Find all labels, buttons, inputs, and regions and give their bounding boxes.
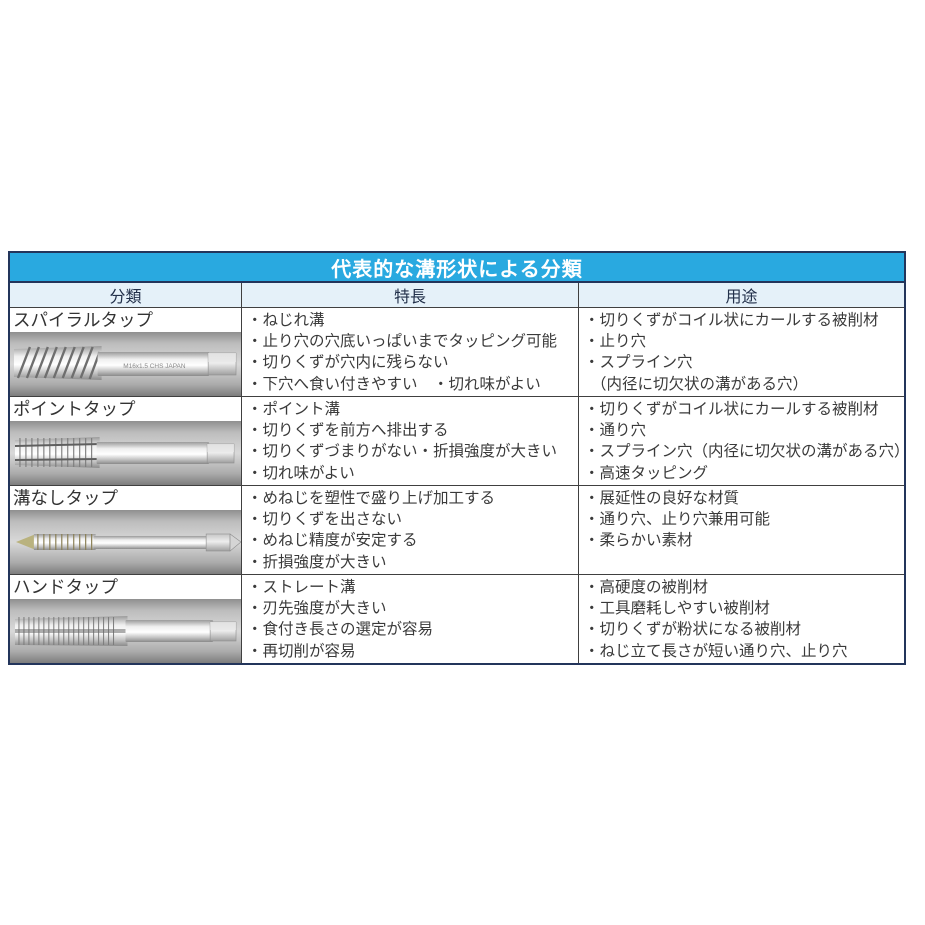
feature-item: ・再切削が容易 (247, 642, 356, 660)
feature-item: ・ねじれ溝 (247, 312, 325, 329)
row-label: ハンドタップ (13, 577, 118, 597)
table-row-fluteless-tap: 溝なしタップ ・めねじを塑性で盛り上げ加工する ・切りくずを出さない (10, 486, 904, 575)
row-label: スパイラルタップ (13, 310, 153, 330)
use-item: ・スプライン穴 (584, 354, 693, 372)
fluteless-tap-photo (10, 510, 241, 574)
table-row-point-tap: ポイントタップ ・ポイン (10, 397, 904, 486)
uses-cell: ・展延性の良好な材質 ・通り穴、止り穴兼用可能 ・柔らかい素材 (579, 486, 904, 574)
table-title-bar: 代表的な溝形状による分類 (10, 253, 904, 283)
features-cell: ・ねじれ溝 ・止り穴の穴底いっぱいまでタッピング可能 ・切りくずが穴内に残らない… (242, 308, 579, 396)
classification-cell: 溝なしタップ (10, 486, 242, 574)
feature-item: ・ポイント溝 (247, 401, 341, 418)
use-item: ・高硬度の被削材 (584, 579, 709, 596)
feature-item: ・切りくずづまりがない・折損強度が大きい (247, 443, 558, 461)
header-uses: 用途 (725, 289, 758, 306)
table-title: 代表的な溝形状による分類 (331, 258, 583, 281)
uses-cell: ・切りくずがコイル状にカールする被削材 ・止り穴 ・スプライン穴 （内径に切欠状… (579, 308, 904, 396)
use-item: ・工具磨耗しやすい被削材 (584, 600, 770, 618)
feature-item: ・折損強度が大きい (247, 553, 387, 571)
use-item: ・切りくずがコイル状にカールする被削材 (584, 401, 879, 418)
classification-cell: ポイントタップ (10, 397, 242, 485)
spiral-tap-photo: M16x1.5 CHS JAPAN (10, 332, 241, 396)
use-item: ・切りくずが粉状になる被削材 (584, 621, 802, 639)
feature-item: ・切りくずが穴内に残らない (247, 354, 449, 372)
use-item: ・通り穴 (584, 422, 647, 440)
feature-item: ・めねじを塑性で盛り上げ加工する (247, 490, 496, 507)
use-item: ・展延性の良好な材質 (584, 490, 740, 507)
feature-item: ・下穴へ食い付きやすい ・切れ味がよい (247, 375, 541, 393)
use-item: （内径に切欠状の溝がある穴） (591, 375, 809, 393)
feature-item: ・ストレート溝 (247, 579, 356, 596)
use-item: ・切りくずがコイル状にカールする被削材 (584, 312, 879, 329)
row-label: ポイントタップ (13, 399, 136, 419)
feature-item: ・食付き長さの選定が容易 (247, 621, 434, 639)
point-tap-photo (10, 421, 241, 485)
row-label: 溝なしタップ (13, 488, 118, 508)
use-item: ・柔らかい素材 (584, 532, 693, 550)
use-item: ・通り穴、止り穴兼用可能 (584, 511, 771, 529)
header-classification: 分類 (10, 283, 242, 307)
tap-etched-text: M16x1.5 CHS JAPAN (123, 363, 186, 370)
feature-item: ・刃先強度が大きい (247, 600, 387, 618)
use-item: ・ねじ立て長さが短い通り穴、止り穴 (584, 642, 848, 660)
feature-item: ・めねじ精度が安定する (247, 532, 418, 550)
features-cell: ・ストレート溝 ・刃先強度が大きい ・食付き長さの選定が容易 ・再切削が容易 (242, 575, 579, 663)
features-cell: ・ポイント溝 ・切りくずを前方へ排出する ・切りくずづまりがない・折損強度が大き… (242, 397, 579, 485)
tap-classification-table: 代表的な溝形状による分類 分類 特長 用途 スパイラルタップ M16x1.5 C… (8, 251, 906, 665)
uses-cell: ・高硬度の被削材 ・工具磨耗しやすい被削材 ・切りくずが粉状になる被削材 ・ねじ… (579, 575, 904, 663)
header-features: 特長 (242, 283, 579, 307)
use-item: ・高速タッピング (584, 464, 709, 482)
table-row-spiral-tap: スパイラルタップ M16x1.5 CHS JAPAN ・ねじれ溝 ・止り穴の (10, 308, 904, 397)
feature-item: ・切れ味がよい (247, 464, 355, 482)
feature-item: ・切りくずを前方へ排出する (247, 422, 449, 440)
use-item: ・スプライン穴（内径に切欠状の溝がある穴） (584, 443, 904, 461)
feature-item: ・止り穴の穴底いっぱいまでタッピング可能 (247, 333, 558, 351)
classification-cell: ハンドタップ (10, 575, 242, 663)
table-row-hand-tap: ハンドタップ (10, 575, 904, 663)
features-cell: ・めねじを塑性で盛り上げ加工する ・切りくずを出さない ・めねじ精度が安定する … (242, 486, 579, 574)
uses-cell: ・切りくずがコイル状にカールする被削材 ・通り穴 ・スプライン穴（内径に切欠状の… (579, 397, 904, 485)
classification-cell: スパイラルタップ M16x1.5 CHS JAPAN (10, 308, 242, 396)
feature-item: ・切りくずを出さない (247, 511, 403, 529)
use-item: ・止り穴 (584, 333, 647, 351)
hand-tap-photo (10, 599, 241, 663)
table-header-row: 分類 特長 用途 (10, 283, 904, 308)
